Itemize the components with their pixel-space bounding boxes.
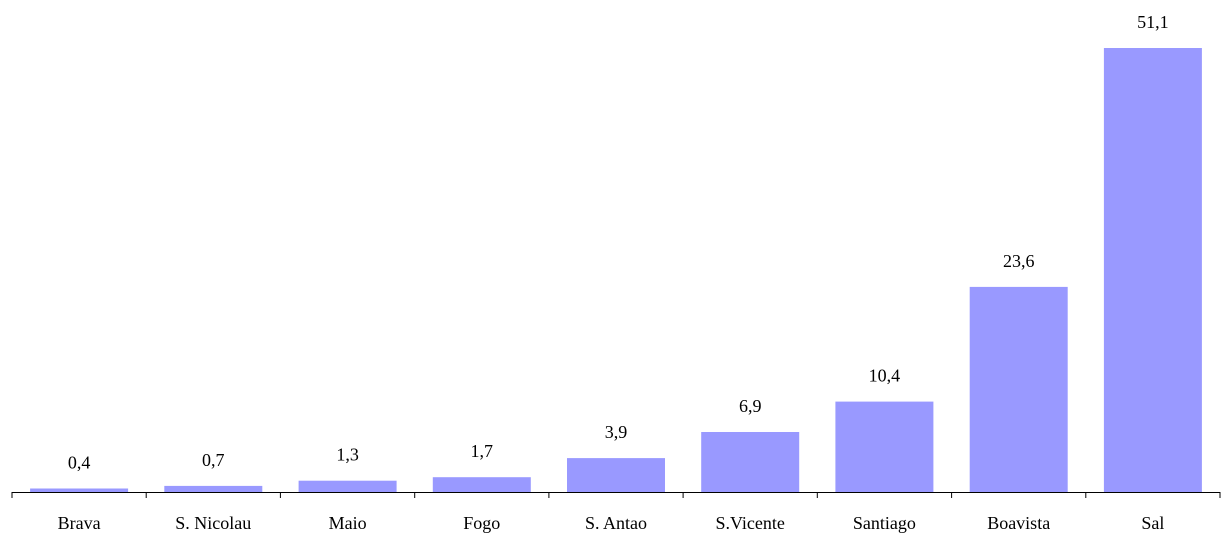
- bar-s-nicolau: [164, 485, 263, 492]
- category-labels-layer: Brava S. Nicolau Maio Fogo S. Antao S.Vicente…: [58, 513, 1165, 533]
- category-label: Fogo: [463, 513, 500, 533]
- bar-s-vicente: [701, 432, 800, 492]
- category-label: Boavista: [987, 513, 1050, 533]
- data-label: 3,9: [605, 422, 628, 442]
- x-axis: [11, 492, 1221, 498]
- bar-s-antao: [567, 458, 665, 492]
- category-label: S. Antao: [585, 513, 647, 533]
- data-label: 1,7: [471, 441, 494, 461]
- data-label: 10,4: [869, 366, 901, 386]
- category-label: S.Vicente: [715, 513, 784, 533]
- bar-maio: [298, 480, 397, 492]
- data-labels-layer: 0,4 0,7 1,3 1,7 3,9 6,9 10,4 23,6 51,1: [68, 12, 1169, 473]
- data-label: 51,1: [1137, 12, 1169, 32]
- data-label: 1,3: [336, 445, 359, 465]
- bars-layer: [30, 48, 1202, 492]
- bar-santiago: [835, 401, 934, 492]
- bar-sal: [1103, 48, 1202, 492]
- bar-boavista: [969, 286, 1068, 492]
- category-label: S. Nicolau: [175, 513, 251, 533]
- bar-fogo: [432, 477, 531, 492]
- data-label: 0,4: [68, 453, 91, 473]
- data-label: 23,6: [1003, 251, 1035, 271]
- data-label: 0,7: [202, 450, 225, 470]
- category-label: Santiago: [853, 513, 916, 533]
- category-label: Maio: [329, 513, 367, 533]
- category-label: Sal: [1141, 513, 1164, 533]
- data-label: 6,9: [739, 396, 762, 416]
- bar-brava: [30, 488, 129, 492]
- category-label: Brava: [58, 513, 101, 533]
